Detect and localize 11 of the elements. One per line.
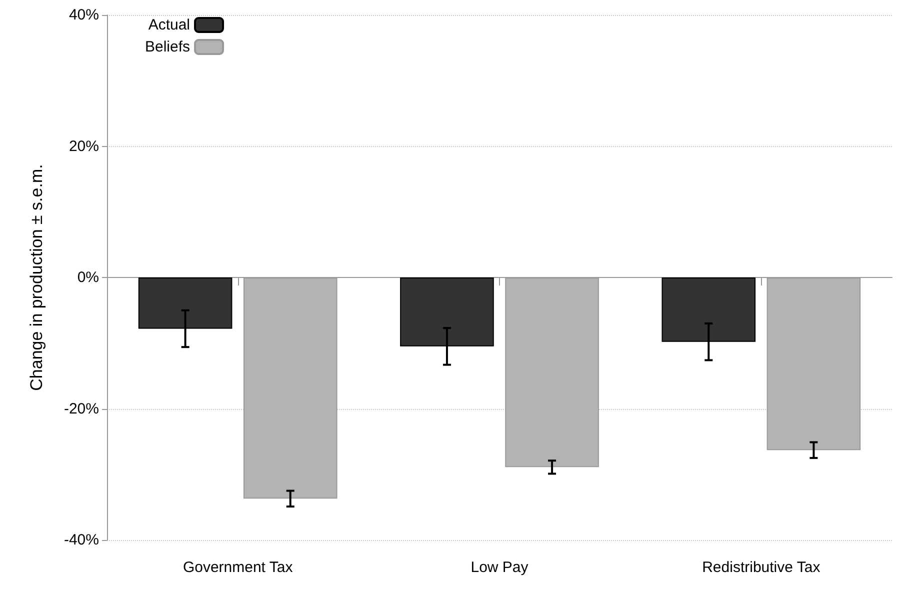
x-tick-label: Low Pay (470, 559, 529, 576)
y-tick-label: 20% (68, 138, 99, 155)
x-tick-label: Government Tax (182, 559, 294, 576)
y-tick-label: 0% (77, 269, 99, 286)
y-tick-label: -40% (64, 532, 99, 548)
y-tick-label: 40% (68, 6, 99, 24)
legend-label: Beliefs (144, 38, 190, 56)
y-axis-title: Change in production ± s.e.m. (27, 164, 46, 391)
x-tick-label: Redistributive Tax (702, 559, 821, 576)
legend-label: Actual (148, 16, 190, 34)
y-tick-label: -20% (64, 400, 99, 418)
